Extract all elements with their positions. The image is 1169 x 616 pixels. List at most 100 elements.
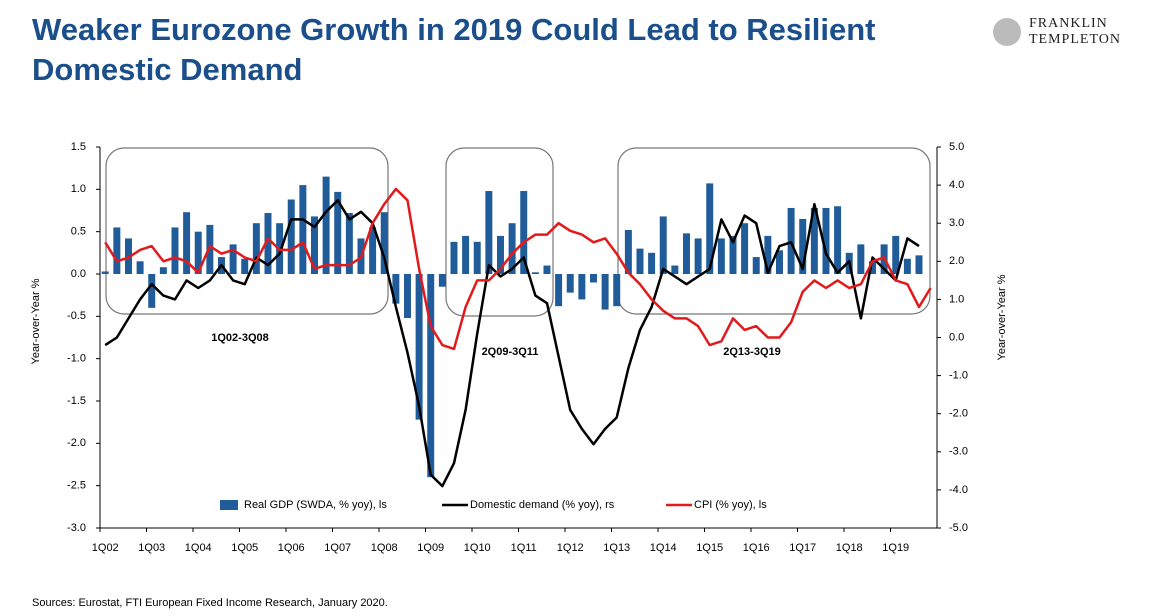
bar (624, 229, 632, 274)
bar (322, 176, 330, 274)
source: Sources: Eurostat, FTI European Fixed In… (32, 597, 388, 609)
y2-axis-label: Year-over-Year % (996, 274, 1008, 360)
bar (113, 227, 121, 274)
chart: 1.5 1.0 0.5 0.0 -0.5 -1.0 -1.5 -2.0 -2.5 -3.0 5.0 4… (30, 141, 1008, 554)
x-tick-label: 1Q19 (882, 542, 909, 554)
bar (171, 227, 179, 274)
y-tick-label: -1.5 (67, 395, 86, 407)
bar (496, 235, 504, 274)
x-tick-label: 1Q14 (650, 542, 677, 554)
bar (252, 223, 260, 274)
bar (717, 238, 725, 274)
bar (613, 274, 621, 307)
bar (194, 231, 202, 274)
bar (403, 274, 411, 319)
x-tick-label: 1Q05 (231, 542, 258, 554)
bar (101, 271, 109, 274)
y2-tick-label: 5.0 (949, 141, 964, 153)
logo-icon (993, 18, 1021, 46)
y-tick-label: 0.0 (71, 268, 86, 280)
bar (159, 267, 167, 274)
period-box (105, 147, 389, 315)
y-axis-label: Year-over-Year % (30, 278, 42, 364)
annotation: 2Q13-3Q19 (723, 346, 780, 358)
bar (543, 265, 551, 274)
bar (380, 212, 388, 274)
x-tick-label: 1Q07 (324, 542, 351, 554)
bar (787, 207, 795, 274)
bar (438, 274, 446, 287)
x-tick-label: 1Q09 (417, 542, 444, 554)
bar (764, 235, 772, 274)
bar (636, 248, 644, 274)
bar (299, 185, 307, 274)
bar (752, 257, 760, 274)
title: Weaker Eurozone Growth in 2019 Could Lea… (32, 12, 876, 87)
y2-tick-label: 0.0 (949, 331, 964, 343)
bar (822, 207, 830, 274)
bar (892, 235, 900, 274)
x-tick-label: 1Q16 (743, 542, 770, 554)
bar (264, 213, 272, 274)
y2-tick-label: -3.0 (949, 446, 968, 458)
x-tick-label: 1Q17 (789, 542, 816, 554)
bar (601, 274, 609, 310)
x-tick-label: 1Q02 (92, 542, 119, 554)
bar (462, 235, 470, 274)
y2-tick-label: 1.0 (949, 293, 964, 305)
x-tick-label: 1Q18 (836, 542, 863, 554)
bar (741, 223, 749, 274)
y2-tick-label: 2.0 (949, 255, 964, 267)
bar (659, 216, 667, 274)
y-tick-label: -2.5 (67, 480, 86, 492)
bar (706, 183, 714, 274)
bar (485, 191, 493, 274)
y-tick-label: 0.5 (71, 226, 86, 238)
bar (729, 235, 737, 274)
bar (694, 238, 702, 274)
bar (241, 258, 249, 274)
logo: FRANKLIN TEMPLETON (993, 16, 1163, 50)
bar (392, 274, 400, 304)
bar (682, 233, 690, 274)
bar (520, 191, 528, 274)
bar (310, 216, 318, 274)
y2-tick-label: 4.0 (949, 179, 964, 191)
bar (183, 212, 191, 274)
x-tick-label: 1Q08 (371, 542, 398, 554)
bar (334, 191, 342, 274)
x-tick-label: 1Q13 (603, 542, 630, 554)
bar (345, 213, 353, 274)
y-tick-label: -1.0 (67, 353, 86, 365)
x-tick-label: 1Q12 (557, 542, 584, 554)
bar (775, 250, 783, 274)
bar (555, 274, 563, 307)
bar (799, 218, 807, 274)
bar (566, 274, 574, 293)
legend-swatch (220, 500, 238, 510)
bar (578, 274, 586, 300)
period-box (445, 147, 554, 317)
bar (473, 241, 481, 274)
line (104, 199, 920, 488)
bar (415, 274, 423, 420)
y2-tick-label: -5.0 (949, 522, 968, 534)
bar (450, 241, 458, 274)
legend-label: Domestic demand (% yoy), rs (470, 499, 615, 511)
bar (868, 261, 876, 274)
y-tick-label: -3.0 (67, 522, 86, 534)
legend-label: CPI (% yoy), ls (694, 499, 767, 511)
bar (287, 199, 295, 274)
annotation: 1Q02-3Q08 (211, 332, 268, 344)
bar (148, 274, 156, 308)
bar (508, 223, 516, 274)
y2-tick-label: 3.0 (949, 217, 964, 229)
y-tick-label: 1.0 (71, 183, 86, 195)
x-tick-label: 1Q06 (278, 542, 305, 554)
y2-tick-label: -1.0 (949, 370, 968, 382)
x-tick-label: 1Q10 (464, 542, 491, 554)
bar (834, 206, 842, 274)
bar (810, 207, 818, 274)
x-tick-label: 1Q04 (185, 542, 212, 554)
